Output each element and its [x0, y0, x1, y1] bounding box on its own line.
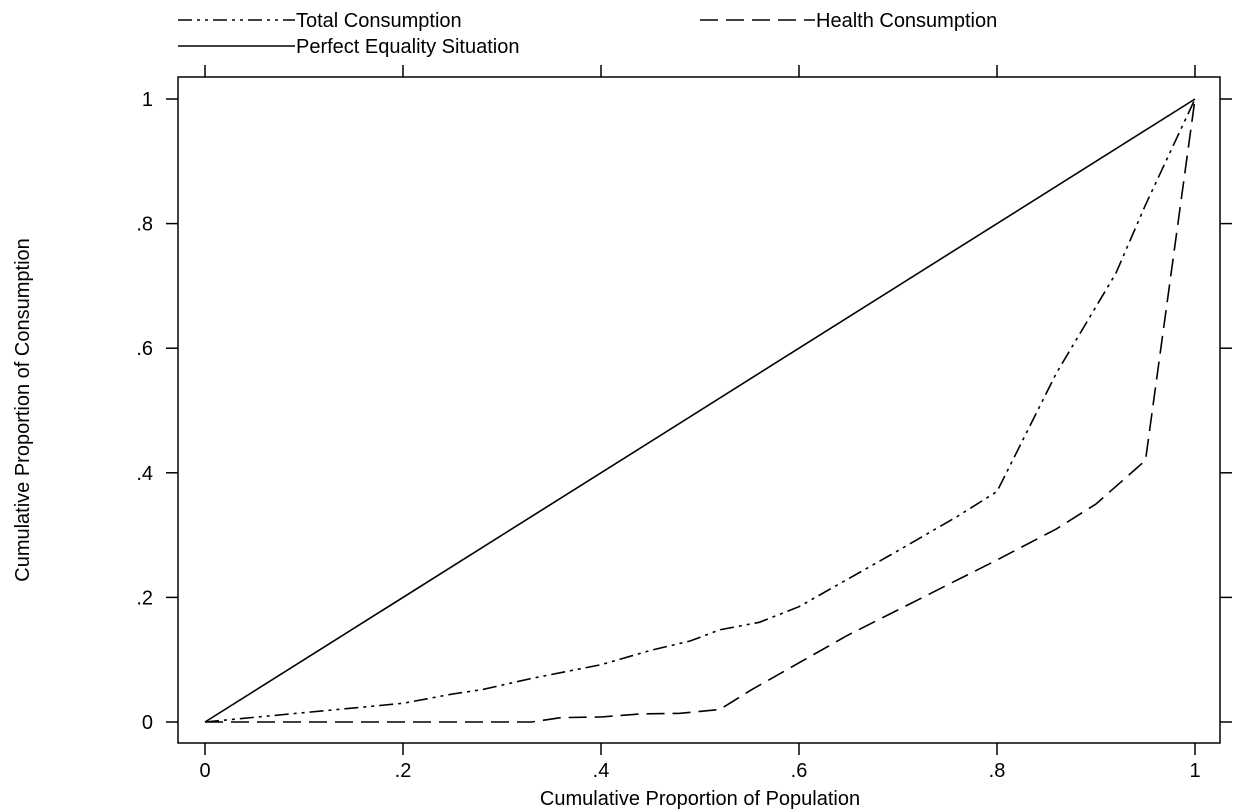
y-axis-title: Cumulative Proportion of Consumption [12, 238, 34, 582]
y-tick-label: 0 [142, 712, 153, 734]
x-axis-title: Cumulative Proportion of Population [540, 788, 860, 810]
legend-label: Total Consumption [296, 10, 462, 32]
series-lines [204, 98, 1196, 723]
legend: Total Consumption Health Consumption Perfe… [178, 10, 997, 58]
y-tick-label: .6 [136, 338, 153, 360]
legend-label: Perfect Equality Situation [296, 36, 519, 58]
y-tick-label: .8 [136, 214, 153, 236]
x-tick-label: .6 [791, 760, 808, 782]
y-tick-label: .4 [136, 463, 153, 485]
x-tick-label: 1 [1189, 760, 1200, 782]
series-line-dashed [205, 98, 1196, 723]
y-tick-label: .2 [136, 587, 153, 609]
x-tick-label: .8 [989, 760, 1006, 782]
x-tick-label: .4 [593, 760, 610, 782]
legend-label: Health Consumption [816, 10, 997, 32]
x-tick-label: 0 [199, 760, 210, 782]
axis-ticks: 0 .2 .4 .6 .8 1 0 .2 .4 .6 .8 1 [136, 65, 1232, 782]
plot-frame [177, 76, 1221, 744]
x-tick-label: .2 [395, 760, 412, 782]
y-tick-label: 1 [142, 89, 153, 111]
series-line-solid [204, 98, 1196, 723]
series-line-dash-dot [204, 98, 1196, 723]
